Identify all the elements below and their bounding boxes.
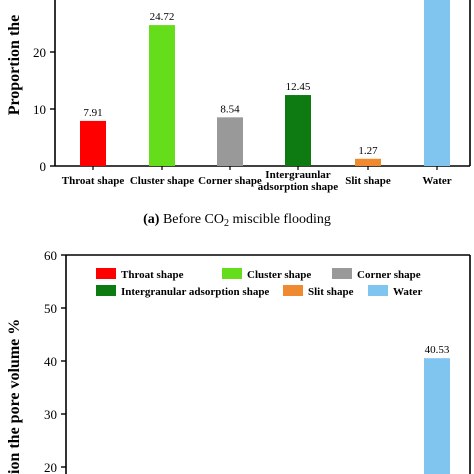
top-bar xyxy=(80,120,106,166)
top-bar-value-label: 24.72 xyxy=(150,11,175,23)
top-bar xyxy=(285,95,311,166)
legend-label: Intergranular adsorption shape xyxy=(121,286,269,298)
bottom-y-tick-label: 20 xyxy=(44,460,57,474)
top-category-label: Water xyxy=(422,175,451,187)
caption-prefix: (a) xyxy=(143,212,160,227)
legend-swatch xyxy=(96,285,116,296)
top-bar-value-label: 8.54 xyxy=(220,103,240,115)
chart-caption: (a) Before CO2 miscible flooding xyxy=(143,212,331,229)
top-bar xyxy=(217,117,243,166)
bottom-bar-value-label: 40.53 xyxy=(425,344,450,356)
bottom-y-tick-label: 40 xyxy=(44,354,57,369)
top-category-label: Slit shape xyxy=(345,175,391,187)
legend-label: Water xyxy=(393,286,422,298)
bottom-chart: 20 30 40 50 60 ion the pore volume % 40.53 Thro… xyxy=(6,248,471,474)
top-bar-value-label: 7.91 xyxy=(83,107,102,119)
top-bar xyxy=(424,0,450,166)
bottom-bar xyxy=(424,358,450,474)
top-category-label: Throat shape xyxy=(62,175,125,187)
caption-main: Before CO xyxy=(159,212,224,227)
top-y-tick-label: 10 xyxy=(33,102,46,117)
top-chart: 0 10 20 30 Proportion the 7.91 Throat shape 24.… xyxy=(6,0,471,193)
top-bar-value-label: 1.27 xyxy=(358,145,378,157)
top-y-tick-label: 30 xyxy=(33,0,46,3)
top-category-label: Cluster shape xyxy=(130,175,194,187)
bottom-y-tick-label: 50 xyxy=(44,301,57,316)
caption-text: (a) Before CO2 miscible flooding xyxy=(143,212,331,229)
top-y-axis-label: Proportion the xyxy=(6,15,23,116)
caption-suffix: miscible flooding xyxy=(229,212,331,227)
legend-label: Cluster shape xyxy=(247,269,311,281)
bottom-y-axis-label: ion the pore volume % xyxy=(6,319,23,474)
legend-label: Throat shape xyxy=(121,269,184,281)
top-bar-value-label: 12.45 xyxy=(286,81,311,93)
legend-swatch xyxy=(283,285,303,296)
bottom-y-tick-label: 30 xyxy=(44,407,57,422)
top-bar xyxy=(355,158,381,166)
top-category-label: adsorption shape xyxy=(258,181,339,193)
bottom-y-tick-label: 60 xyxy=(44,248,57,263)
legend-swatch xyxy=(96,268,116,279)
legend-swatch xyxy=(332,268,352,279)
top-y-tick-label: 0 xyxy=(40,159,47,174)
legend-swatch xyxy=(368,285,388,296)
top-bar xyxy=(149,25,175,166)
top-category-label: Corner shape xyxy=(198,175,262,187)
legend-label: Corner shape xyxy=(357,269,421,281)
caption-subscript: 2 xyxy=(224,218,229,229)
legend-label: Slit shape xyxy=(308,286,354,298)
top-y-tick-label: 20 xyxy=(33,45,46,60)
top-category-label: Intergraunlar xyxy=(265,169,331,181)
legend-swatch xyxy=(222,268,242,279)
